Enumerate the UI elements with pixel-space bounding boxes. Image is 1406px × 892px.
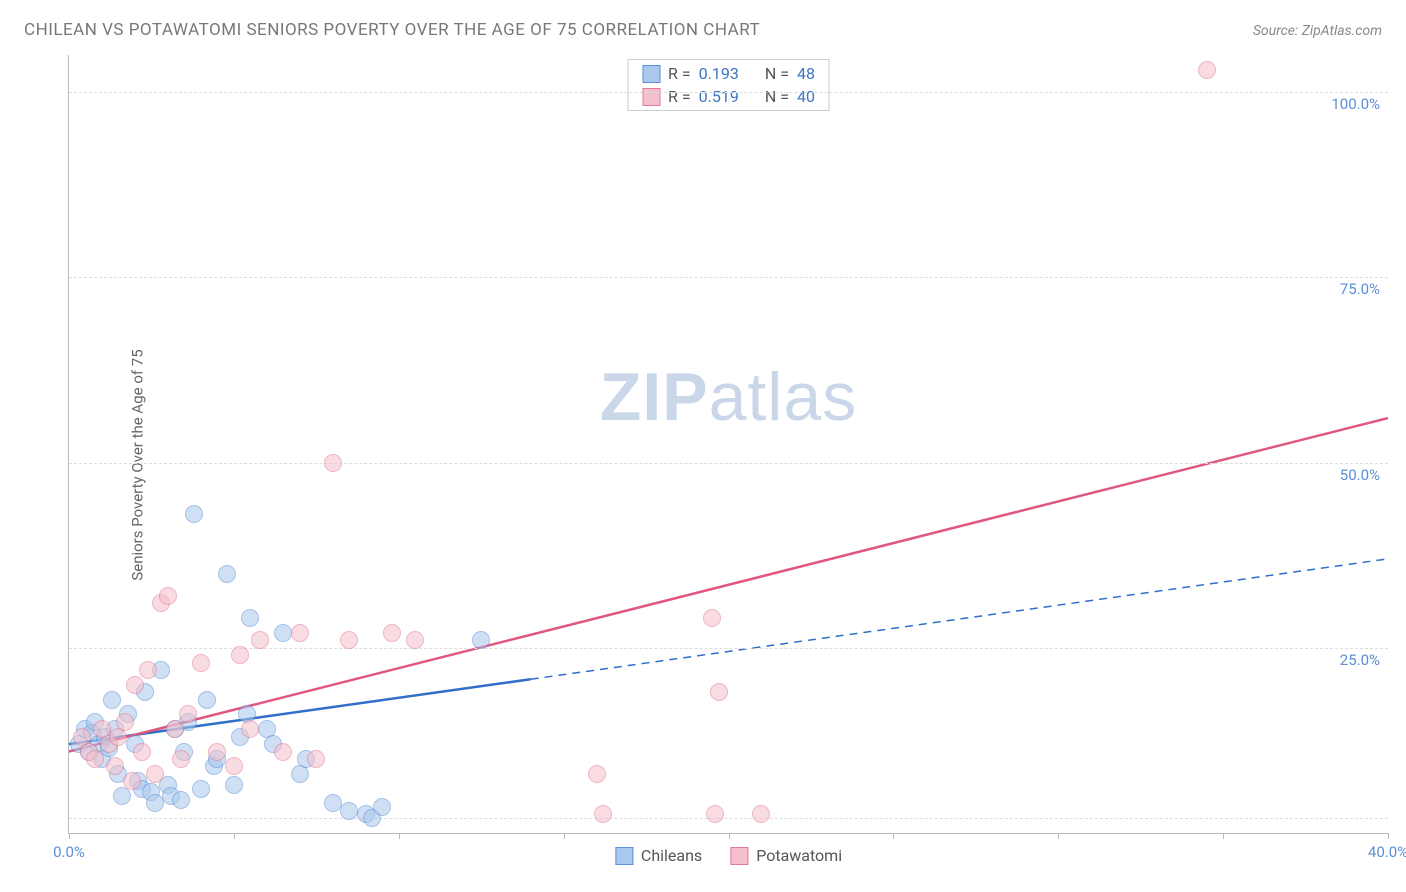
data-point: [324, 794, 342, 812]
r-value: 0.519: [699, 87, 739, 106]
data-point: [241, 720, 259, 738]
data-point: [166, 720, 184, 738]
data-point: [218, 565, 236, 583]
trendline-extrapolated: [531, 559, 1388, 679]
series-swatch: [642, 88, 660, 106]
data-point: [706, 805, 724, 823]
data-point: [146, 765, 164, 783]
data-point: [146, 794, 164, 812]
series-swatch: [730, 847, 748, 865]
data-point: [340, 802, 358, 820]
trendlines-layer: [69, 55, 1388, 833]
chart-container: Seniors Poverty Over the Age of 75 ZIPat…: [18, 55, 1388, 874]
x-tick: [399, 833, 400, 839]
data-point: [251, 631, 269, 649]
data-point: [231, 646, 249, 664]
data-point: [324, 454, 342, 472]
data-point: [208, 743, 226, 761]
x-tick: [1223, 833, 1224, 839]
data-point: [192, 780, 210, 798]
gridline: [69, 648, 1388, 649]
data-point: [198, 691, 216, 709]
correlation-legend-row: R = 0.519 N = 40: [628, 85, 829, 108]
gridline: [69, 463, 1388, 464]
correlation-legend-row: R = 0.193 N = 48: [628, 62, 829, 85]
gridline: [69, 277, 1388, 278]
series-legend: Chileans Potawatomi: [615, 846, 842, 865]
chart-title: CHILEAN VS POTAWATOMI SENIORS POVERTY OV…: [24, 20, 760, 40]
x-tick: [69, 833, 70, 839]
data-point: [291, 624, 309, 642]
gridline: [69, 818, 1388, 819]
correlation-legend: R = 0.193 N = 48 R = 0.519 N = 40: [627, 59, 830, 111]
data-point: [172, 750, 190, 768]
r-label: R =: [668, 87, 691, 106]
plot-area: ZIPatlas R = 0.193 N = 48 R = 0.519 N = …: [68, 55, 1388, 834]
data-point: [340, 631, 358, 649]
r-label: R =: [668, 64, 691, 83]
data-point: [159, 587, 177, 605]
data-point: [225, 776, 243, 794]
data-point: [133, 743, 151, 761]
data-point: [241, 609, 259, 627]
x-tick: [729, 833, 730, 839]
n-label: N =: [765, 87, 789, 106]
data-point: [703, 609, 721, 627]
data-point: [103, 691, 121, 709]
data-point: [373, 798, 391, 816]
y-tick-label: 100.0%: [1331, 95, 1380, 113]
watermark: ZIPatlas: [600, 358, 857, 436]
data-point: [710, 683, 728, 701]
source-attribution: Source: ZipAtlas.com: [1253, 23, 1382, 39]
data-point: [192, 654, 210, 672]
series-swatch: [615, 847, 633, 865]
x-tick-label: 40.0%: [1368, 843, 1406, 861]
chart-header: CHILEAN VS POTAWATOMI SENIORS POVERTY OV…: [0, 0, 1406, 50]
legend-label: Potawatomi: [756, 846, 842, 865]
x-tick: [564, 833, 565, 839]
data-point: [588, 765, 606, 783]
legend-label: Chileans: [641, 846, 702, 865]
data-point: [123, 772, 141, 790]
data-point: [179, 705, 197, 723]
n-label: N =: [765, 64, 789, 83]
data-point: [116, 713, 134, 731]
data-point: [274, 624, 292, 642]
data-point: [307, 750, 325, 768]
data-point: [752, 805, 770, 823]
data-point: [86, 750, 104, 768]
gridline: [69, 92, 1388, 93]
data-point: [106, 757, 124, 775]
x-tick-label: 0.0%: [53, 843, 85, 861]
x-tick: [893, 833, 894, 839]
series-swatch: [642, 65, 660, 83]
x-tick: [1388, 833, 1389, 839]
data-point: [172, 791, 190, 809]
legend-item: Potawatomi: [730, 846, 842, 865]
n-value: 48: [797, 64, 815, 83]
trendline: [69, 418, 1388, 751]
data-point: [126, 676, 144, 694]
data-point: [274, 743, 292, 761]
data-point: [1198, 61, 1216, 79]
data-point: [225, 757, 243, 775]
data-point: [406, 631, 424, 649]
legend-item: Chileans: [615, 846, 702, 865]
y-tick-label: 75.0%: [1340, 280, 1380, 298]
data-point: [383, 624, 401, 642]
data-point: [139, 661, 157, 679]
y-tick-label: 50.0%: [1340, 466, 1380, 484]
x-tick: [1058, 833, 1059, 839]
data-point: [594, 805, 612, 823]
data-point: [185, 505, 203, 523]
n-value: 40: [797, 87, 815, 106]
x-tick: [234, 833, 235, 839]
r-value: 0.193: [699, 64, 739, 83]
data-point: [472, 631, 490, 649]
y-tick-label: 25.0%: [1340, 651, 1380, 669]
